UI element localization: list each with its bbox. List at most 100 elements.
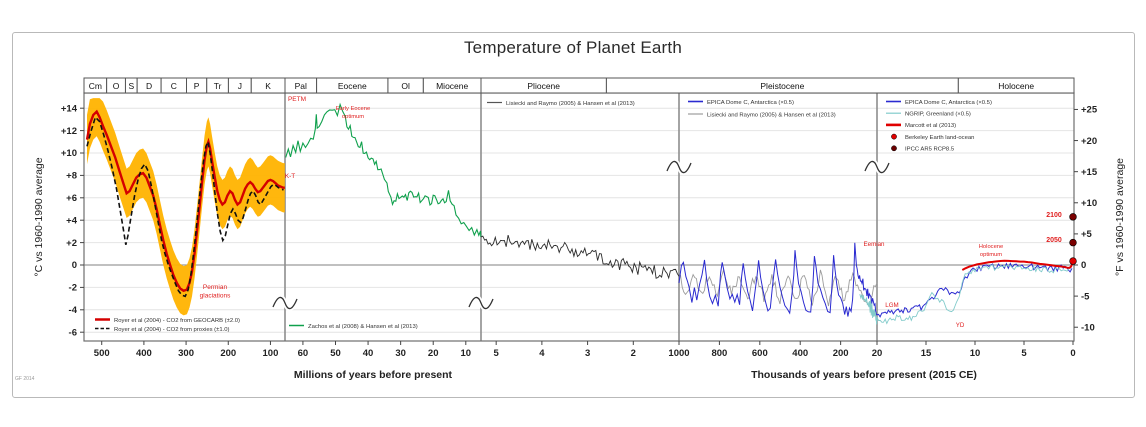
annotation-2100: 2100 (1046, 212, 1062, 219)
svg-text:400: 400 (136, 348, 152, 359)
ipcc-2050-dot (1069, 238, 1077, 247)
legend-label: IPCC AR5 RCP8.5 (905, 147, 955, 153)
annotation-eemian: Eemian (864, 241, 886, 248)
data-series (85, 98, 1074, 325)
svg-text:4: 4 (539, 348, 545, 359)
svg-text:5: 5 (494, 348, 500, 359)
gridlines (84, 107, 1074, 333)
svg-text:D: D (146, 81, 152, 91)
svg-text:+12: +12 (61, 126, 77, 137)
annotations: PETM Early Eocene optimum K-T Permian glaciat… (200, 96, 1062, 329)
svg-text:+6: +6 (66, 193, 77, 204)
svg-text:+15: +15 (1081, 167, 1098, 178)
legend-label: Zachos et al (2008) & Hansen et al (2013… (308, 324, 418, 330)
legend-label: NGRIP, Greenland (×0.5) (905, 112, 971, 118)
annotation-permian: Permian glaciations (200, 284, 231, 300)
annotation-yd: YD (956, 322, 965, 329)
svg-text:15: 15 (921, 348, 932, 359)
svg-text:5: 5 (1021, 348, 1027, 359)
epoch-Holocene (957, 77, 1075, 94)
legend-swatch-dot (891, 145, 897, 152)
berkeley-earth-dot (1069, 257, 1077, 265)
svg-text:200: 200 (833, 348, 849, 359)
svg-text:+4: +4 (66, 215, 78, 226)
series-ngrip (859, 264, 1072, 325)
svg-text:S: S (128, 81, 134, 91)
series-zachos (285, 102, 482, 238)
svg-text:200: 200 (220, 348, 236, 359)
svg-text:Pliocene: Pliocene (527, 81, 560, 91)
svg-text:O: O (113, 81, 120, 91)
svg-text:0: 0 (1070, 348, 1075, 359)
annotation-early-eocene: Early Eocene optimum (336, 106, 370, 120)
svg-text:0: 0 (1081, 260, 1086, 271)
svg-text:Pleistocene: Pleistocene (760, 81, 804, 91)
legends: Royer et al (2004) - CO2 from GEOCARB (±… (95, 100, 992, 333)
annotation-holocene: Holocene optimum (979, 244, 1004, 258)
svg-text:Tr: Tr (214, 81, 222, 91)
svg-text:Cm: Cm (89, 81, 102, 91)
legend-label: Lisiecki and Raymo (2005) & Hansen et al… (707, 112, 836, 118)
series-lisiecki-pleistocene (678, 268, 878, 308)
svg-text:800: 800 (711, 348, 727, 359)
ipcc-2100-dot (1069, 213, 1077, 221)
svg-text:-6: -6 (69, 327, 77, 338)
legend-label: Lisiecki and Raymo (2005) & Hansen et al… (506, 101, 635, 107)
series-royer-proxies (86, 115, 284, 298)
legend-label: Berkeley Earth land-ocean (905, 135, 974, 141)
epoch-bar: Cm O S D C P Tr J K Pal Eocene Ol Miocene Pliocene Ple… (83, 77, 1075, 94)
x-axis-title-millions: Millions of years before present (293, 369, 453, 381)
svg-text:400: 400 (792, 348, 808, 359)
figure-border (12, 32, 1135, 398)
svg-text:60: 60 (298, 348, 309, 359)
svg-text:1000: 1000 (668, 348, 689, 359)
x-axis-title-thousands: Thousands of years before present (2015 … (751, 369, 977, 381)
svg-text:+10: +10 (61, 148, 77, 159)
svg-text:3: 3 (585, 348, 590, 359)
legend-swatch-dot (891, 133, 897, 140)
svg-text:P: P (194, 81, 200, 91)
svg-text:30: 30 (395, 348, 406, 359)
scale-break-marks (270, 159, 892, 311)
legend-label: EPICA Dome C, Antarctica (×0.5) (707, 100, 794, 106)
svg-text:+25: +25 (1081, 105, 1098, 116)
svg-text:300: 300 (178, 348, 194, 359)
svg-text:50: 50 (330, 348, 341, 359)
royer-uncertainty-band (87, 98, 285, 316)
legend-label: Royer et al (2004) - CO2 from proxies (±… (114, 327, 230, 333)
legend-label: Marcott et al (2013) (905, 123, 956, 129)
legend-label: Royer et al (2004) - CO2 from GEOCARB (±… (114, 318, 240, 324)
legend-label: EPICA Dome C, Antarctica (×0.5) (905, 100, 992, 106)
svg-text:C: C (171, 81, 177, 91)
data-dots (1069, 213, 1077, 265)
svg-text:+8: +8 (66, 171, 77, 182)
svg-text:Eocene: Eocene (338, 81, 367, 91)
svg-text:-2: -2 (69, 283, 77, 294)
svg-text:0: 0 (72, 260, 77, 271)
series-marcott (961, 259, 1074, 271)
series-royer-geocarb (85, 109, 285, 293)
annotation-k-t: K-T (285, 173, 296, 180)
axis-ticks: +14+12+10+8+6+4+20-2-4-6+25+20+15+10+50-… (61, 103, 1098, 359)
svg-text:Holocene: Holocene (998, 81, 1034, 91)
series-lisiecki-pliocene (480, 234, 680, 280)
svg-text:+10: +10 (1081, 198, 1097, 209)
svg-text:-5: -5 (1081, 291, 1090, 302)
svg-text:20: 20 (428, 348, 439, 359)
svg-text:2: 2 (631, 348, 636, 359)
chart-title: Temperature of Planet Earth (463, 38, 683, 57)
series-epica (678, 242, 1073, 318)
svg-text:Ol: Ol (401, 81, 410, 91)
svg-text:Miocene: Miocene (436, 81, 468, 91)
annotation-lgm: LGM (885, 302, 898, 309)
svg-text:-10: -10 (1081, 322, 1095, 333)
svg-text:100: 100 (263, 348, 279, 359)
credit-text: GF 2014 (15, 376, 35, 382)
svg-text:40: 40 (363, 348, 374, 359)
svg-text:10: 10 (461, 348, 472, 359)
annotation-petm: PETM (288, 96, 306, 103)
svg-text:-4: -4 (69, 305, 78, 316)
svg-text:+20: +20 (1081, 136, 1097, 147)
